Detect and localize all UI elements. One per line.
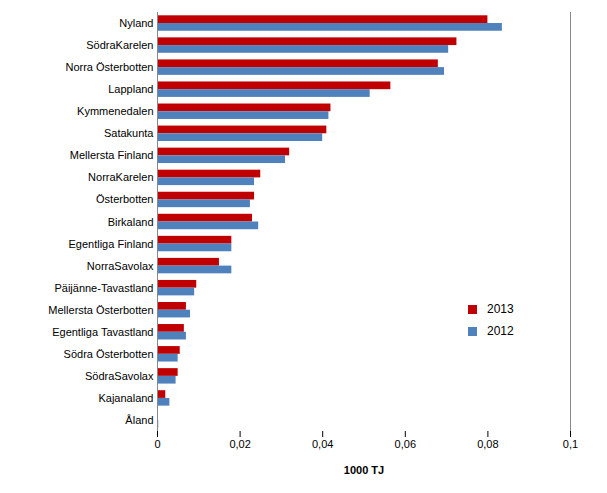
svg-text:SödraSavolax: SödraSavolax [85, 370, 154, 382]
svg-text:NorraKarelen: NorraKarelen [88, 171, 153, 183]
svg-text:Österbotten: Österbotten [96, 193, 153, 205]
html-text:2012: 2012 [487, 324, 514, 338]
svg-text:Åland: Åland [125, 414, 153, 426]
svg-text:Päijänne-Tavastland: Päijänne-Tavastland [54, 282, 153, 294]
svg-text:Egentliga Finland: Egentliga Finland [68, 238, 153, 250]
svg-text:NorraSavolax: NorraSavolax [87, 260, 154, 272]
svg-text:Mellersta Österbotten: Mellersta Österbotten [48, 304, 153, 316]
svg-text:0,08: 0,08 [477, 438, 498, 450]
svg-text:0,04: 0,04 [312, 438, 333, 450]
svg-text:0: 0 [154, 438, 160, 450]
svg-text:SödraKarelen: SödraKarelen [86, 39, 153, 51]
svg-text:Egentliga Tavastland: Egentliga Tavastland [52, 326, 153, 338]
svg-text:Mellersta Finland: Mellersta Finland [70, 149, 154, 161]
svg-text:Nyland: Nyland [119, 17, 153, 29]
svg-text:0,1: 0,1 [563, 438, 578, 450]
svg-text:Birkaland: Birkaland [108, 216, 154, 228]
svg-text:Kajanaland: Kajanaland [98, 392, 153, 404]
svg-text:0,02: 0,02 [229, 438, 250, 450]
svg-text:Norra Österbotten: Norra Österbotten [65, 61, 153, 73]
svg-text:Lappland: Lappland [108, 83, 153, 95]
svg-text:Södra Österbotten: Södra Österbotten [64, 348, 154, 360]
svg-text:Satakunta: Satakunta [104, 127, 154, 139]
svg-text:1000 TJ: 1000 TJ [344, 464, 384, 476]
svg-text:0,06: 0,06 [395, 438, 416, 450]
svg-text:Kymmenedalen: Kymmenedalen [77, 105, 153, 117]
html-text:2013: 2013 [487, 302, 514, 316]
